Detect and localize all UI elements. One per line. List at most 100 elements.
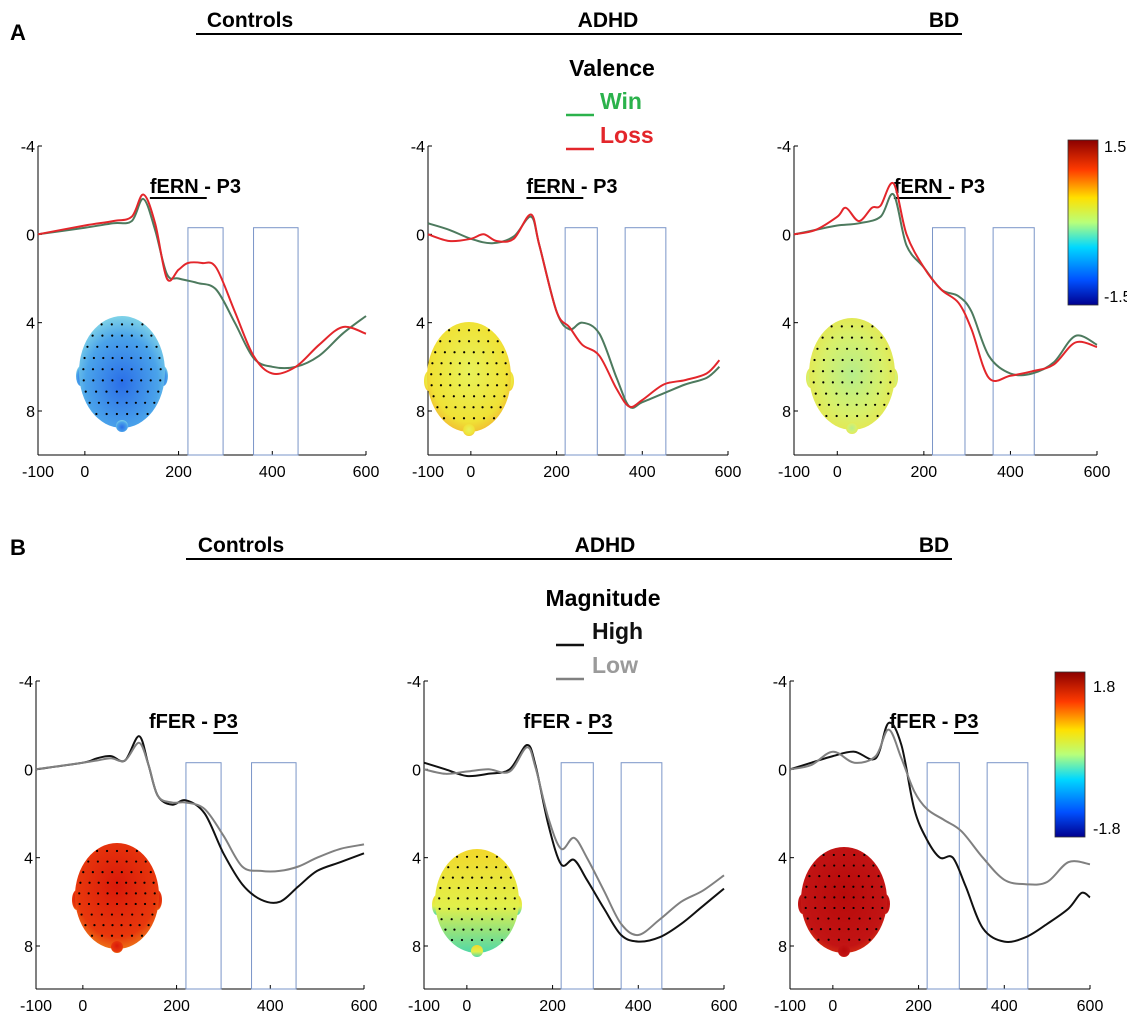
- electrode-dot: [513, 907, 516, 910]
- x-tick-label: -100: [774, 998, 806, 1015]
- electrode-dot: [852, 906, 855, 910]
- electrode-dot: [833, 906, 836, 910]
- x-tick-label: 400: [257, 998, 284, 1015]
- panel-label-b: B: [10, 535, 26, 560]
- electrode-dot: [831, 370, 834, 373]
- electrode-dot: [87, 902, 91, 906]
- electrode-dot: [841, 358, 844, 362]
- electrode-dot: [475, 855, 479, 858]
- electrode-dot: [829, 928, 832, 931]
- electrode-dot: [848, 917, 851, 920]
- electrode-dot: [837, 875, 841, 878]
- electrode-dot: [486, 362, 489, 365]
- electrode-dot: [111, 379, 114, 382]
- electrode-dot: [439, 384, 443, 387]
- electrode-dot: [79, 881, 82, 884]
- electrode-dot: [505, 384, 508, 387]
- electrode-dot: [873, 403, 877, 406]
- component-label: fFER - P3: [524, 711, 613, 733]
- electrode-dot: [447, 907, 451, 910]
- x-tick-label: 400: [625, 998, 652, 1015]
- electrode-dot: [830, 325, 833, 328]
- electrode-dot: [879, 381, 882, 384]
- electrode-dot: [818, 403, 821, 406]
- electrode-dot: [832, 358, 835, 362]
- electrode-dot: [125, 849, 129, 853]
- electrode-dot: [804, 896, 807, 899]
- electrode-dot: [494, 907, 497, 910]
- x-tick-label: 200: [911, 464, 938, 481]
- electrode-dot: [453, 928, 456, 931]
- electrode-dot: [439, 340, 442, 343]
- group-label-controls-b: Controls: [198, 534, 284, 557]
- electrode-dot: [817, 938, 820, 941]
- group-label-bd-b: BD: [919, 534, 949, 557]
- electrode-dot: [866, 392, 869, 395]
- x-tick-label: 600: [1084, 464, 1111, 481]
- electrode-dot: [480, 876, 483, 879]
- electrode-dot: [92, 356, 95, 360]
- colorbar-b-max: 1.8: [1093, 679, 1115, 696]
- group-label-controls-a: Controls: [207, 9, 293, 32]
- electrode-dot: [449, 384, 452, 387]
- electrode-dot: [120, 924, 123, 927]
- electrode-dot: [855, 403, 858, 406]
- electrode-dot: [856, 928, 859, 931]
- electrode-dot: [490, 406, 493, 409]
- y-tick-label: 0: [24, 762, 33, 779]
- electrode-dot: [111, 924, 114, 927]
- electrode-dot: [509, 876, 512, 879]
- electrode-dot: [467, 373, 471, 376]
- electrode-dot: [480, 938, 484, 942]
- electrode-dot: [432, 395, 435, 398]
- electrode-dot: [126, 412, 129, 416]
- analysis-window-1: [932, 227, 966, 456]
- analysis-window-2: [620, 762, 663, 990]
- y-tick-label: -4: [773, 674, 787, 691]
- x-tick-label: 0: [466, 464, 475, 481]
- electrode-dot: [115, 881, 119, 884]
- electrode-dot: [467, 329, 471, 332]
- electrode-dot: [833, 896, 836, 899]
- x-tick-label: 600: [1077, 998, 1104, 1015]
- electrode-dot: [100, 934, 104, 937]
- electrode-dot: [492, 417, 496, 420]
- electrode-dot: [486, 373, 489, 376]
- y-tick-label: 8: [26, 404, 35, 421]
- electrode-dot: [111, 368, 114, 371]
- electrode-dot: [495, 855, 499, 858]
- group-label-bd-a: BD: [929, 9, 959, 32]
- electrode-dot: [822, 381, 825, 384]
- electrode-dot: [88, 401, 91, 404]
- electrode-dot: [852, 896, 855, 899]
- x-tick-label: 0: [78, 998, 87, 1015]
- electrode-dot: [130, 356, 133, 360]
- electrode-dot: [440, 918, 443, 921]
- electrode-dot: [835, 392, 838, 395]
- electrode-dot: [84, 390, 87, 393]
- electrode-dot: [120, 913, 124, 916]
- electrode-dot: [150, 334, 153, 337]
- electrode-dot: [143, 881, 146, 884]
- electrode-dot: [115, 390, 118, 393]
- plot-b-controls: -4 0 4 8 -100 0 200 400 600 fFER - P3: [19, 674, 378, 1015]
- electrode-dot: [120, 871, 123, 874]
- series-line-loss: [427, 213, 721, 408]
- electrode-dot: [870, 381, 873, 384]
- electrode-dot: [492, 351, 495, 354]
- electrode-dot: [466, 907, 469, 910]
- electrode-dot: [845, 347, 849, 350]
- component-sep: -: [196, 711, 214, 733]
- electrode-dot: [494, 897, 497, 900]
- electrode-dot: [880, 336, 883, 339]
- electrode-dot: [462, 417, 466, 420]
- electrode-dot: [842, 853, 846, 857]
- electrode-dot: [485, 897, 488, 900]
- electrode-dot: [87, 892, 90, 895]
- electrode-dot: [842, 906, 846, 910]
- electrode-dot: [125, 401, 128, 404]
- electrode-dot: [831, 381, 834, 384]
- electrode-dot: [106, 860, 109, 863]
- electrode-dot: [90, 934, 94, 937]
- electrode-dot: [841, 336, 844, 339]
